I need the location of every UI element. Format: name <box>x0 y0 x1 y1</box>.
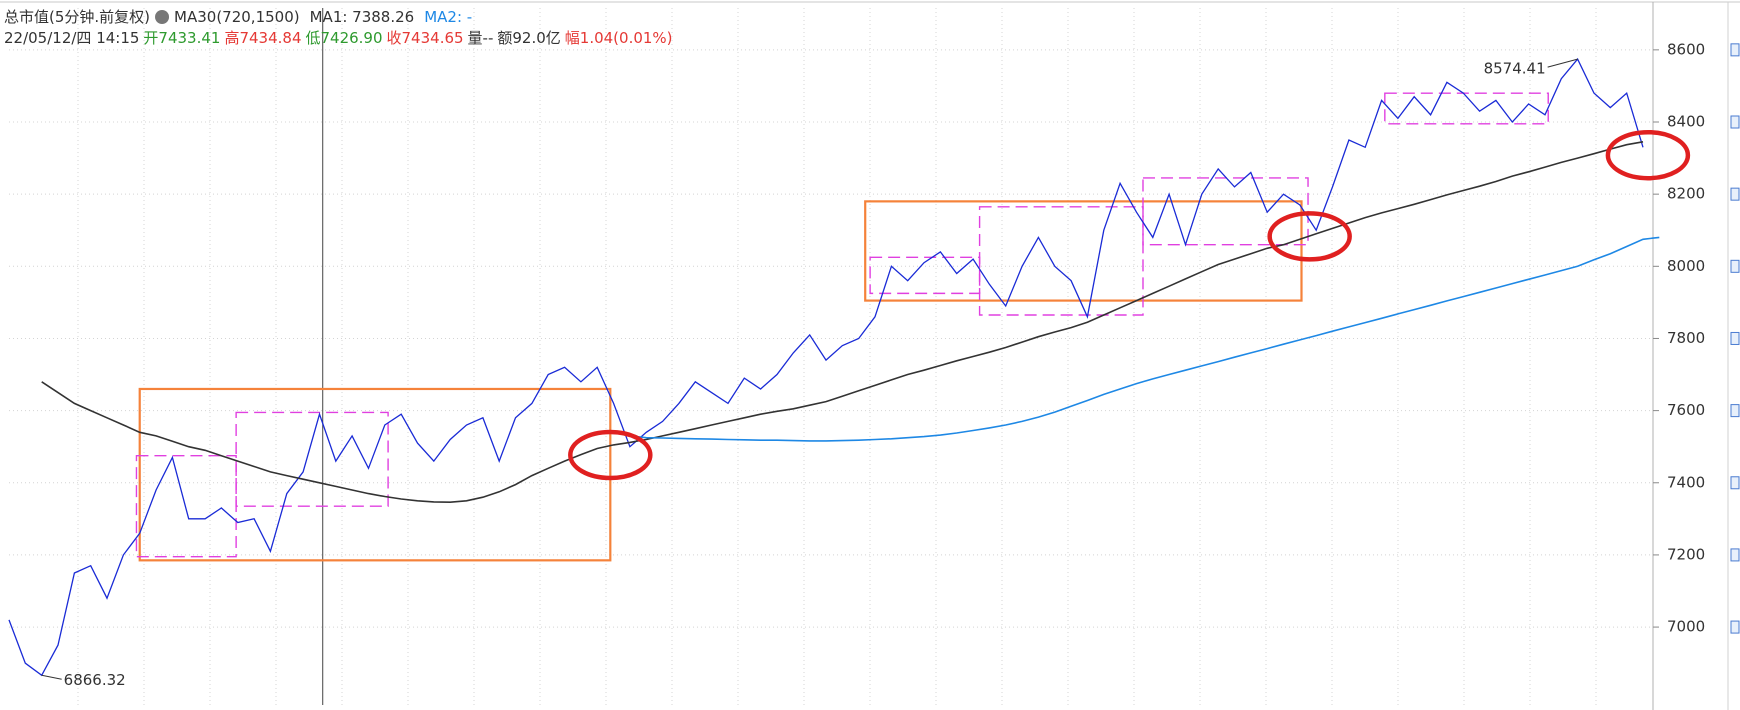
side-button <box>1730 331 1740 345</box>
indicator-value: MA2: - <box>424 8 472 26</box>
indicator-value: MA1: 7388.26 <box>310 8 415 26</box>
indicator-icon <box>155 10 170 24</box>
info-item: 开7433.41 <box>143 29 220 47</box>
info-item: 收7434.65 <box>387 29 464 47</box>
y-tick-label: 7200 <box>1667 545 1705 563</box>
low-label: 6866.32 <box>64 671 126 689</box>
series-line <box>41 141 1644 504</box>
y-tick-label: 7400 <box>1667 473 1705 491</box>
zone-box <box>864 200 1303 302</box>
chart-title: 总市值(5分钟.前复权) <box>4 8 150 26</box>
side-button <box>1730 259 1740 273</box>
side-button <box>1730 404 1740 418</box>
high-pointer <box>1547 58 1578 68</box>
highlight-circle <box>1605 129 1691 181</box>
zone-box <box>978 206 1144 316</box>
zone-box <box>235 411 389 507</box>
header-line-1: 总市值(5分钟.前复权) <box>4 8 150 26</box>
y-tick-label: 8000 <box>1667 257 1705 275</box>
info-item: 额92.0亿 <box>497 29 560 47</box>
highlight-circle <box>1267 211 1352 262</box>
highlight-circle <box>568 429 653 481</box>
series-line <box>613 236 1660 442</box>
side-button <box>1730 476 1740 490</box>
info-item: 高7434.84 <box>224 29 301 47</box>
indicator-name: MA30(720,1500) <box>174 8 300 26</box>
info-item: 量-- <box>468 29 494 47</box>
info-item: 22/05/12/四 14:15 <box>4 29 139 47</box>
side-button <box>1730 43 1740 57</box>
series-line <box>8 57 1644 677</box>
y-tick-label: 8200 <box>1667 185 1705 203</box>
y-tick-label: 7800 <box>1667 329 1705 347</box>
side-button <box>1730 115 1740 129</box>
y-tick-label: 7000 <box>1667 618 1705 636</box>
high-label: 8574.41 <box>1484 60 1546 78</box>
side-button <box>1730 620 1740 634</box>
info-item: 幅1.04(0.01%) <box>565 29 673 47</box>
zone-box <box>138 387 612 562</box>
side-button <box>1730 187 1740 201</box>
info-item: 低7426.90 <box>305 29 382 47</box>
zone-box <box>1384 92 1549 125</box>
y-tick-label: 8400 <box>1667 113 1705 131</box>
y-tick-label: 8600 <box>1667 40 1705 58</box>
side-button <box>1730 548 1740 562</box>
header-line-2: 22/05/12/四 14:15 开7433.41 高7434.84 低7426.90… <box>4 29 673 47</box>
header-indicator: MA30(720,1500) MA1: 7388.26 MA2: - <box>174 8 472 26</box>
low-pointer <box>41 674 62 680</box>
y-tick-label: 7600 <box>1667 401 1705 419</box>
